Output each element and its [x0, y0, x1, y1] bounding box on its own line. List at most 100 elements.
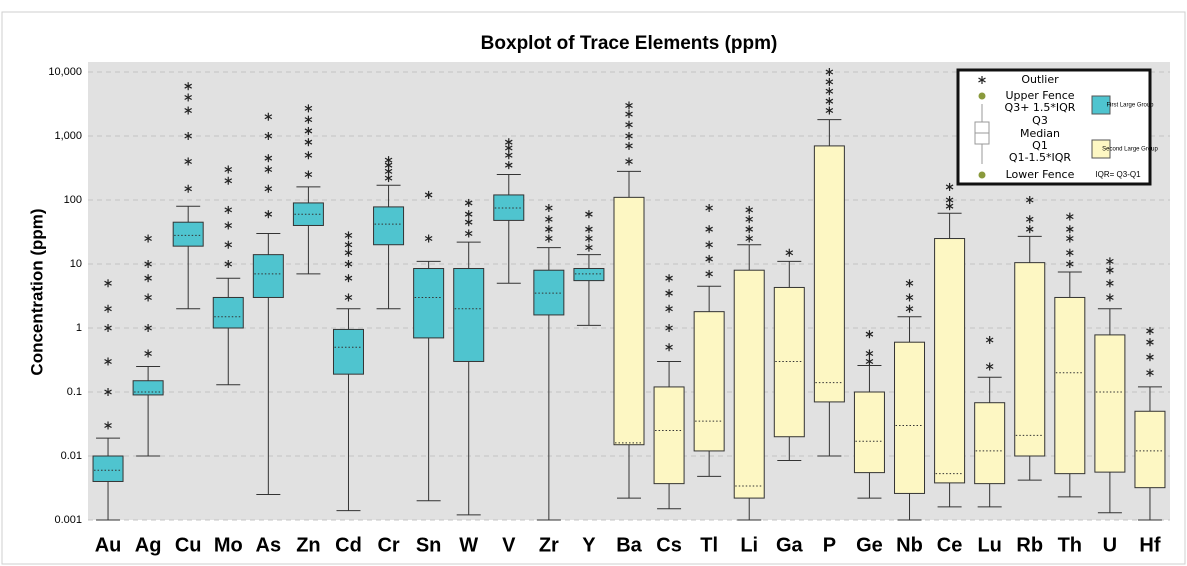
outlier-stroke — [705, 205, 713, 211]
outlier — [745, 205, 754, 214]
outlier — [705, 203, 713, 212]
outlier-stroke — [825, 108, 834, 114]
outlier — [104, 279, 112, 288]
box — [974, 402, 1006, 485]
outlier-stroke — [344, 261, 353, 267]
box — [172, 221, 204, 247]
x-tick-label: Ag — [135, 534, 162, 556]
outlier-stroke — [504, 162, 513, 168]
x-tick-label: Rb — [1016, 534, 1043, 556]
outlier-stroke — [1066, 261, 1074, 267]
legend-series-label: First Large Group — [1106, 103, 1154, 109]
x-tick-label: Cr — [377, 534, 399, 556]
legend-label: Outlier — [1021, 73, 1059, 86]
outlier — [144, 349, 152, 358]
outlier — [1146, 326, 1154, 335]
outlier — [264, 184, 273, 193]
outlier-stroke — [504, 145, 513, 151]
box-group — [332, 231, 364, 512]
outlier — [184, 157, 192, 166]
outlier-stroke — [264, 133, 273, 139]
outlier-stroke — [264, 155, 273, 161]
outlier-stroke — [1025, 197, 1034, 203]
outlier — [1146, 353, 1154, 362]
outlier-stroke — [104, 280, 112, 286]
box — [894, 341, 926, 494]
outlier-stroke — [224, 166, 233, 172]
chart-title: Boxplot of Trace Elements (ppm) — [481, 33, 778, 54]
legend-series-label: Second Large Group — [1102, 147, 1158, 153]
x-tick-label: Nb — [896, 534, 923, 556]
outlier — [825, 97, 834, 106]
outlier — [424, 190, 433, 199]
outlier — [344, 240, 353, 249]
outlier — [464, 198, 473, 207]
x-tick-label: Lu — [977, 534, 1001, 556]
outlier — [545, 215, 553, 224]
outlier — [785, 248, 794, 257]
outlier — [705, 240, 713, 249]
outlier-stroke — [625, 158, 633, 164]
outlier — [665, 274, 673, 283]
outlier-stroke — [545, 226, 553, 232]
outlier — [184, 82, 192, 91]
box-group — [653, 274, 685, 510]
outlier-stroke — [104, 422, 112, 428]
outlier-stroke — [464, 219, 473, 225]
outlier — [104, 324, 112, 332]
outlier — [585, 225, 593, 234]
x-tick-label: Zr — [539, 534, 559, 556]
outlier-stroke — [424, 192, 433, 198]
outlier-stroke — [945, 203, 954, 209]
x-tick-label: Ge — [856, 534, 883, 556]
box — [1054, 296, 1086, 475]
legend-fence-dot — [978, 171, 986, 179]
outlier-stroke — [304, 172, 313, 178]
outlier-stroke — [825, 88, 834, 94]
outlier-stroke — [464, 211, 473, 217]
x-tick-label: As — [256, 534, 282, 556]
box — [934, 238, 966, 484]
outlier — [344, 231, 353, 240]
outlier — [585, 234, 593, 243]
outlier-stroke — [865, 358, 874, 364]
legend-label: Lower Fence — [1006, 168, 1075, 181]
outlier — [1066, 212, 1074, 221]
outlier — [184, 132, 192, 140]
box — [92, 455, 124, 482]
outlier-stroke — [464, 230, 473, 236]
outlier-stroke — [1146, 339, 1154, 345]
outlier — [384, 174, 393, 183]
outlier-stroke — [745, 216, 754, 222]
outlier-stroke — [304, 139, 313, 145]
outlier — [1146, 338, 1154, 347]
x-tick-label: Ga — [776, 534, 804, 556]
box — [533, 269, 565, 316]
outlier — [224, 165, 233, 174]
outlier-stroke — [905, 280, 914, 286]
box — [332, 328, 364, 375]
outlier — [344, 274, 353, 283]
outlier-stroke — [705, 256, 713, 262]
outlier-stroke — [1025, 216, 1034, 222]
outlier-stroke — [625, 133, 633, 139]
outlier — [745, 234, 754, 243]
legend-label: Q3 — [1032, 114, 1048, 127]
outlier — [424, 234, 433, 243]
outlier-stroke — [384, 175, 393, 181]
outlier-stroke — [745, 226, 754, 232]
x-tick-label: V — [502, 534, 516, 556]
outlier — [1146, 368, 1154, 377]
outlier — [705, 225, 713, 234]
outlier-stroke — [384, 157, 393, 163]
box — [132, 380, 164, 396]
outlier — [344, 293, 353, 302]
outlier — [104, 388, 112, 396]
outlier — [264, 132, 273, 140]
outlier — [184, 184, 192, 193]
outlier-stroke — [344, 242, 353, 248]
outlier — [104, 421, 112, 430]
outlier-stroke — [625, 111, 633, 117]
outlier — [504, 151, 513, 160]
outlier-stroke — [264, 166, 273, 172]
